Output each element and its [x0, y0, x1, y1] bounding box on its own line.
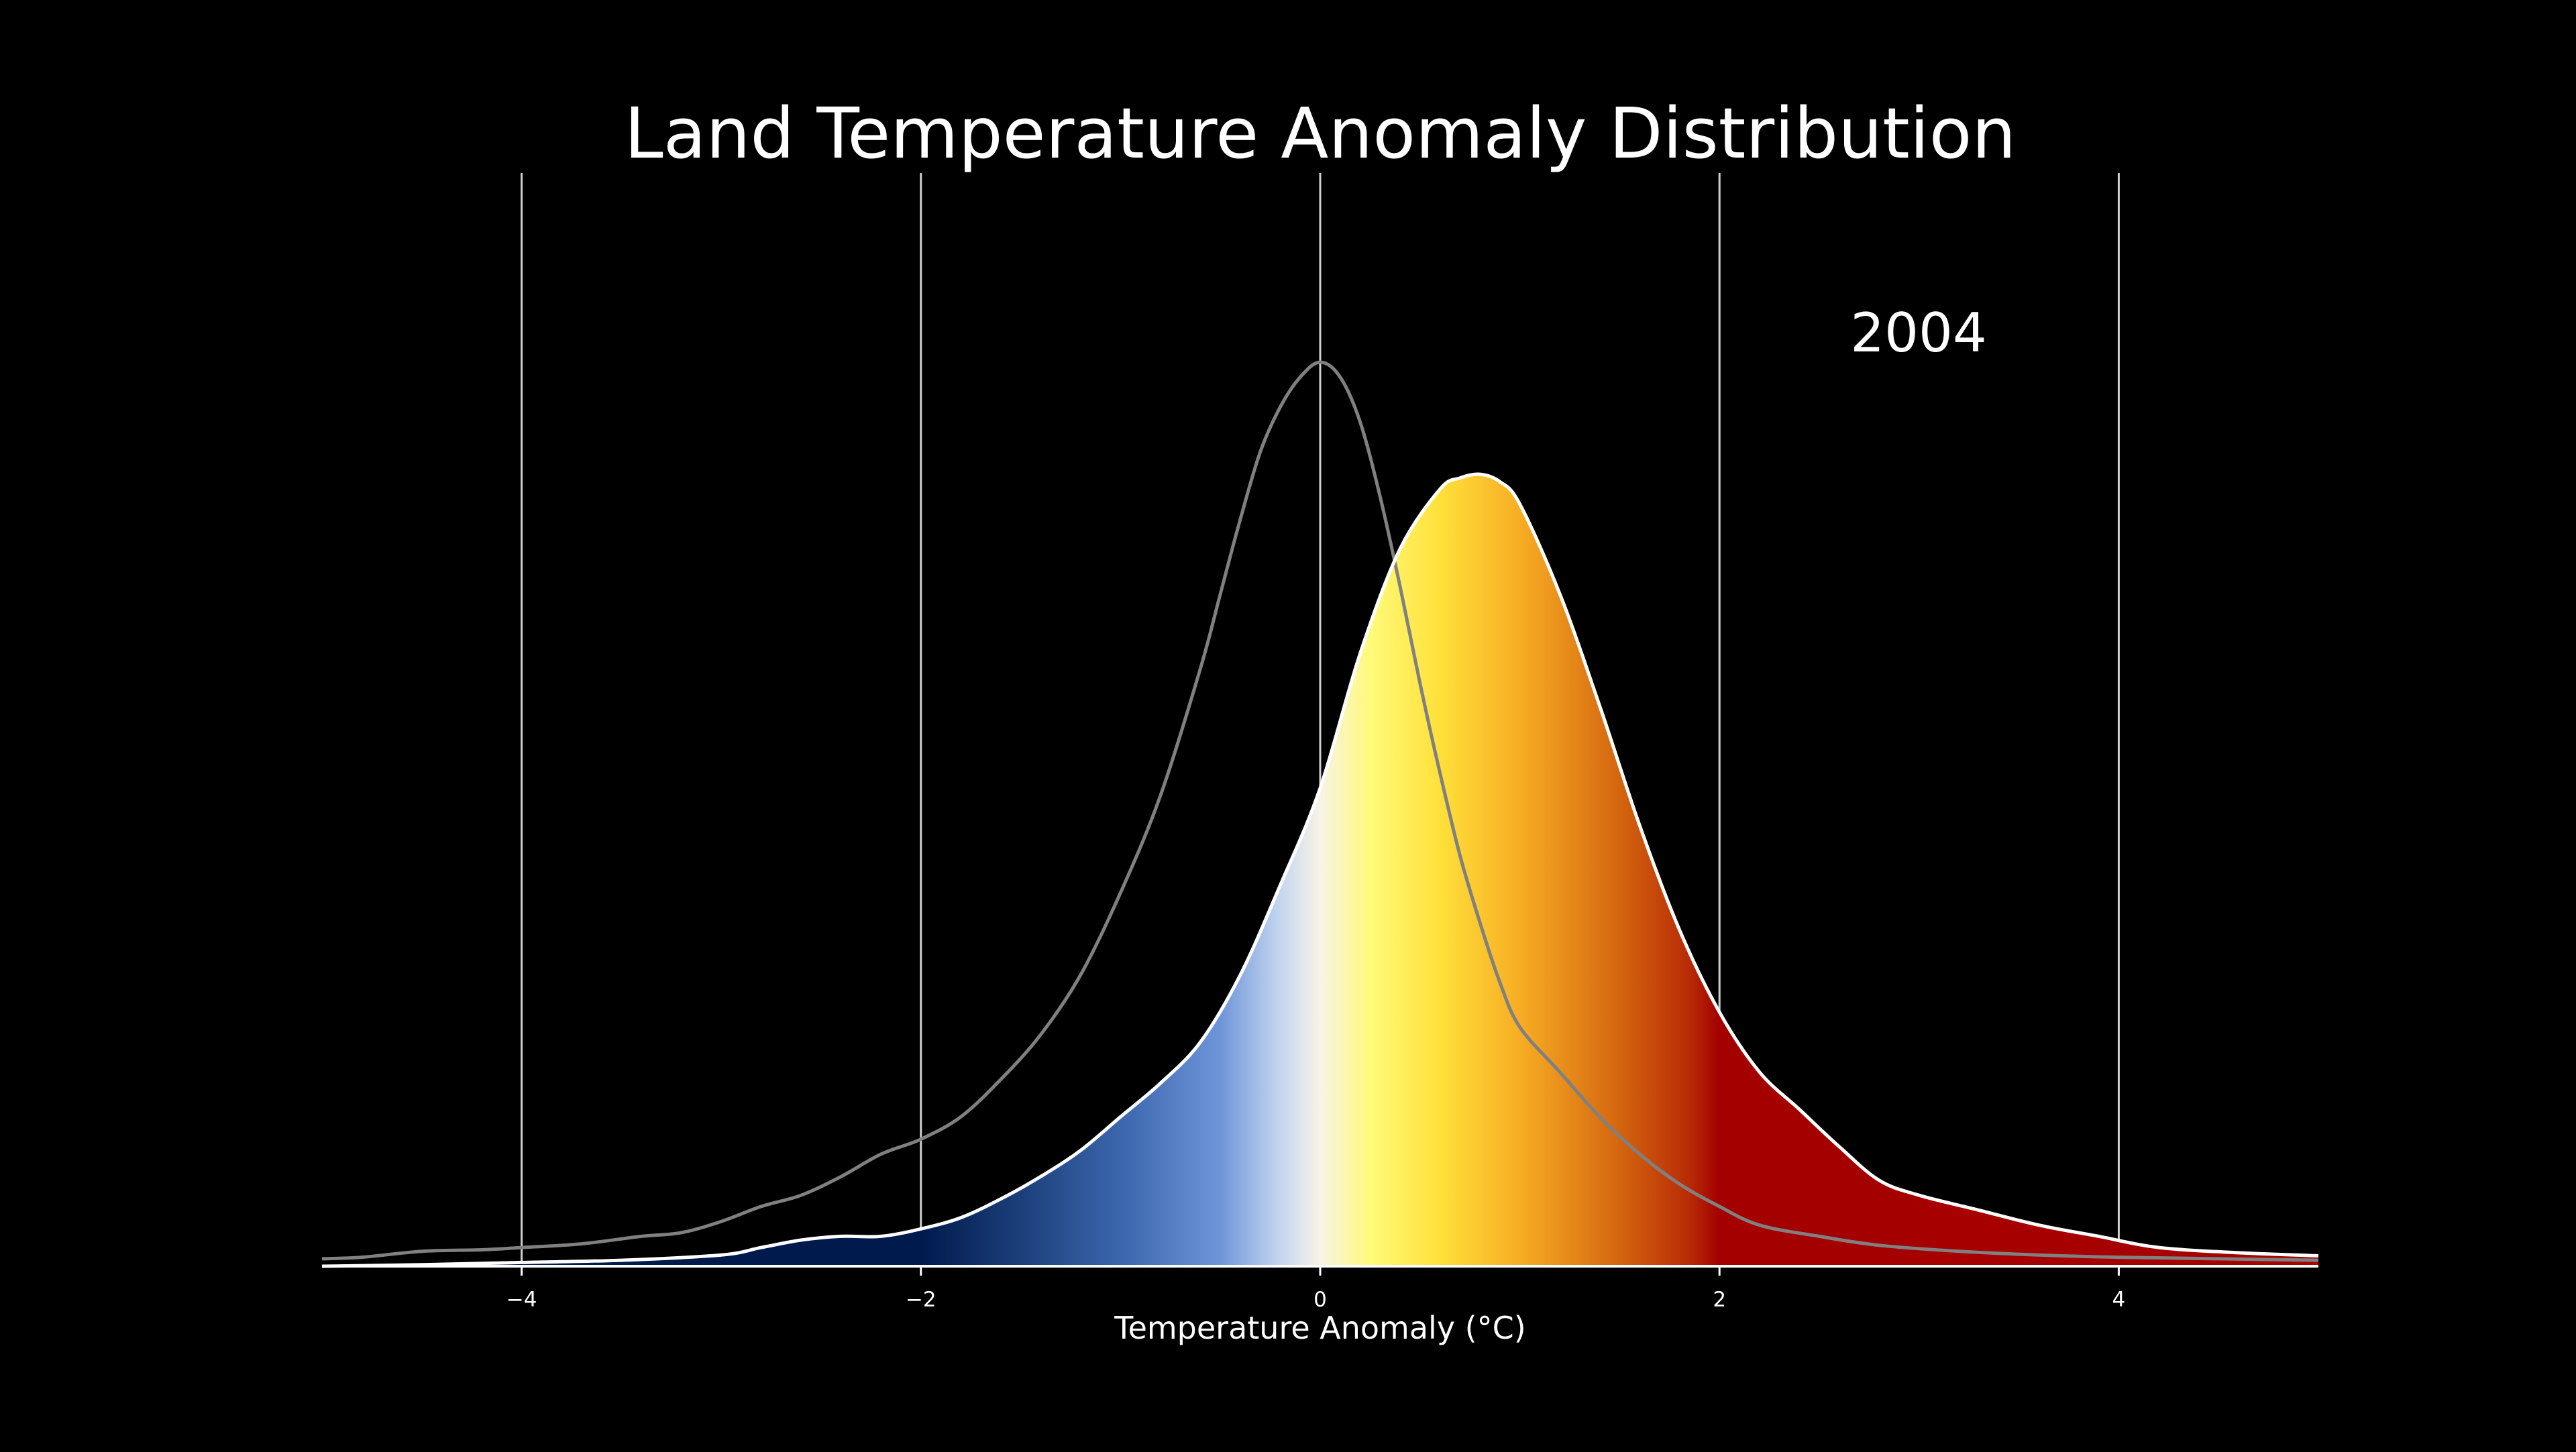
x-tick-label: 4 [2112, 1288, 2126, 1312]
area-layer [322, 473, 2318, 1266]
axis-layer: −4 −2 0 2 4 [322, 1265, 2318, 1312]
x-tick-label: −4 [506, 1288, 537, 1312]
year-label: 2004 [1850, 302, 1987, 364]
x-tick-label: −2 [906, 1288, 936, 1312]
chart-title: Land Temperature Anomaly Distribution [625, 93, 2016, 174]
reference-distribution-line [321, 360, 2319, 1262]
line-layer [321, 360, 2319, 1268]
x-tick-label: 2 [1713, 1288, 1726, 1312]
x-axis-label: Temperature Anomaly (°C) [1114, 1310, 1525, 1346]
x-tick-label: 0 [1313, 1288, 1327, 1312]
current-year-area [322, 473, 2318, 1266]
current-year-outline [321, 472, 2319, 1268]
